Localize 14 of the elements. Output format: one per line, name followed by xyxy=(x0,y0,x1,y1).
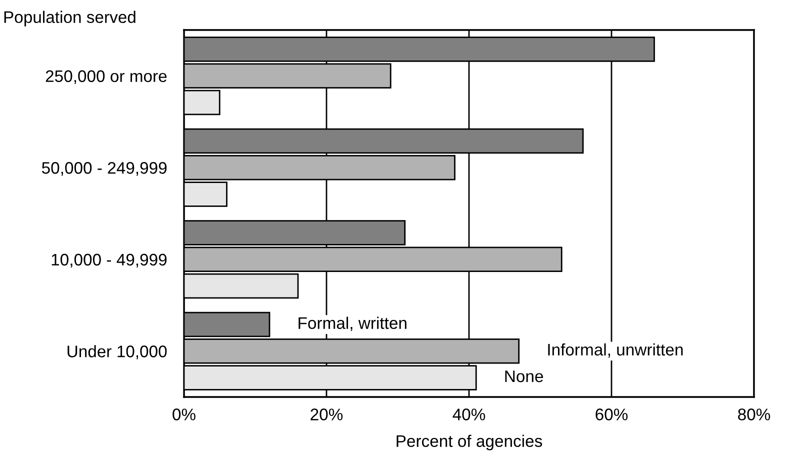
x-tick-label: 60% xyxy=(596,408,628,420)
series-label: None xyxy=(505,370,544,382)
x-tick-label: 80% xyxy=(738,408,770,420)
series-label: Informal, unwritten xyxy=(548,343,683,358)
y-tick-label: Under 10,000 xyxy=(68,345,167,360)
y-axis-title: Population served xyxy=(4,10,136,26)
series-label: Formal, written xyxy=(298,316,406,331)
y-tick-label: 50,000 - 249,999 xyxy=(42,162,167,176)
y-tick-label: 10,000 - 49,999 xyxy=(52,254,167,268)
x-axis-title: Percent of agencies xyxy=(396,434,542,450)
x-tick-label: 40% xyxy=(452,408,486,420)
y-tick-label: 250,000 or more xyxy=(46,70,167,84)
x-tick-label: 20% xyxy=(310,408,343,420)
x-tick-label: 0% xyxy=(172,408,196,420)
